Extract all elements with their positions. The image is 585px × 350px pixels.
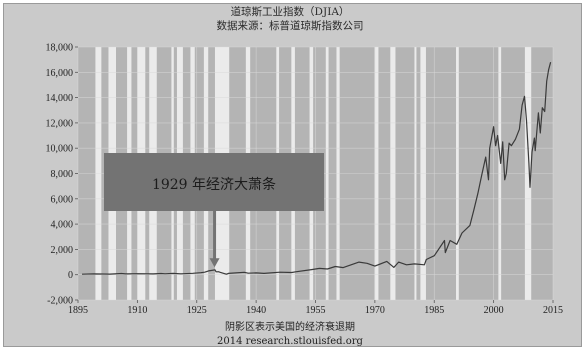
y-tick-label: 8,000 (51, 169, 74, 180)
chart-title: 道琼斯工业指数（DJIA） (231, 5, 350, 18)
y-tick-label: -2,000 (47, 296, 73, 307)
annotation: 1929 年经济大萧条 (104, 153, 324, 268)
footer-source: 2014 research.stlouisfed.org (217, 336, 363, 347)
series-line (81, 62, 552, 275)
y-tick-label: 16,000 (46, 68, 74, 79)
y-tick-label: 4,000 (51, 220, 74, 231)
x-tick-label: 1970 (365, 305, 385, 316)
x-tick-label: 1910 (127, 305, 147, 316)
x-axis-ticks: 1895 1910 1925 1940 1955 1970 1985 2000 2015 (68, 300, 563, 316)
y-tick-label: 2,000 (51, 245, 74, 256)
y-axis-ticks: -2,000 0 2,000 4,000 6,000 8,000 10,000 12,000 1… (46, 43, 78, 307)
y-tick-label: 0 (68, 270, 73, 281)
footer-note: 阴影区表示美国的经济衰退期 (225, 320, 355, 333)
x-tick-label: 1985 (424, 305, 444, 316)
x-tick-label: 1895 (68, 305, 88, 316)
annotation-text: 1929 年经济大萧条 (152, 176, 276, 193)
x-tick-label: 1925 (187, 305, 207, 316)
y-tick-label: 6,000 (51, 194, 74, 205)
annotation-arrow-head (209, 258, 220, 268)
chart-subtitle: 数据来源：标普道琼斯指数公司 (217, 19, 364, 32)
annotation-box (104, 153, 324, 211)
y-tick-label: 10,000 (46, 144, 74, 155)
series-layer (81, 62, 552, 275)
x-tick-label: 2015 (543, 305, 563, 316)
y-tick-label: 18,000 (46, 43, 74, 54)
x-tick-label: 2000 (484, 305, 504, 316)
x-tick-label: 1940 (246, 305, 266, 316)
y-tick-label: 14,000 (46, 93, 74, 104)
x-tick-label: 1955 (306, 305, 326, 316)
y-tick-label: 12,000 (46, 118, 74, 129)
